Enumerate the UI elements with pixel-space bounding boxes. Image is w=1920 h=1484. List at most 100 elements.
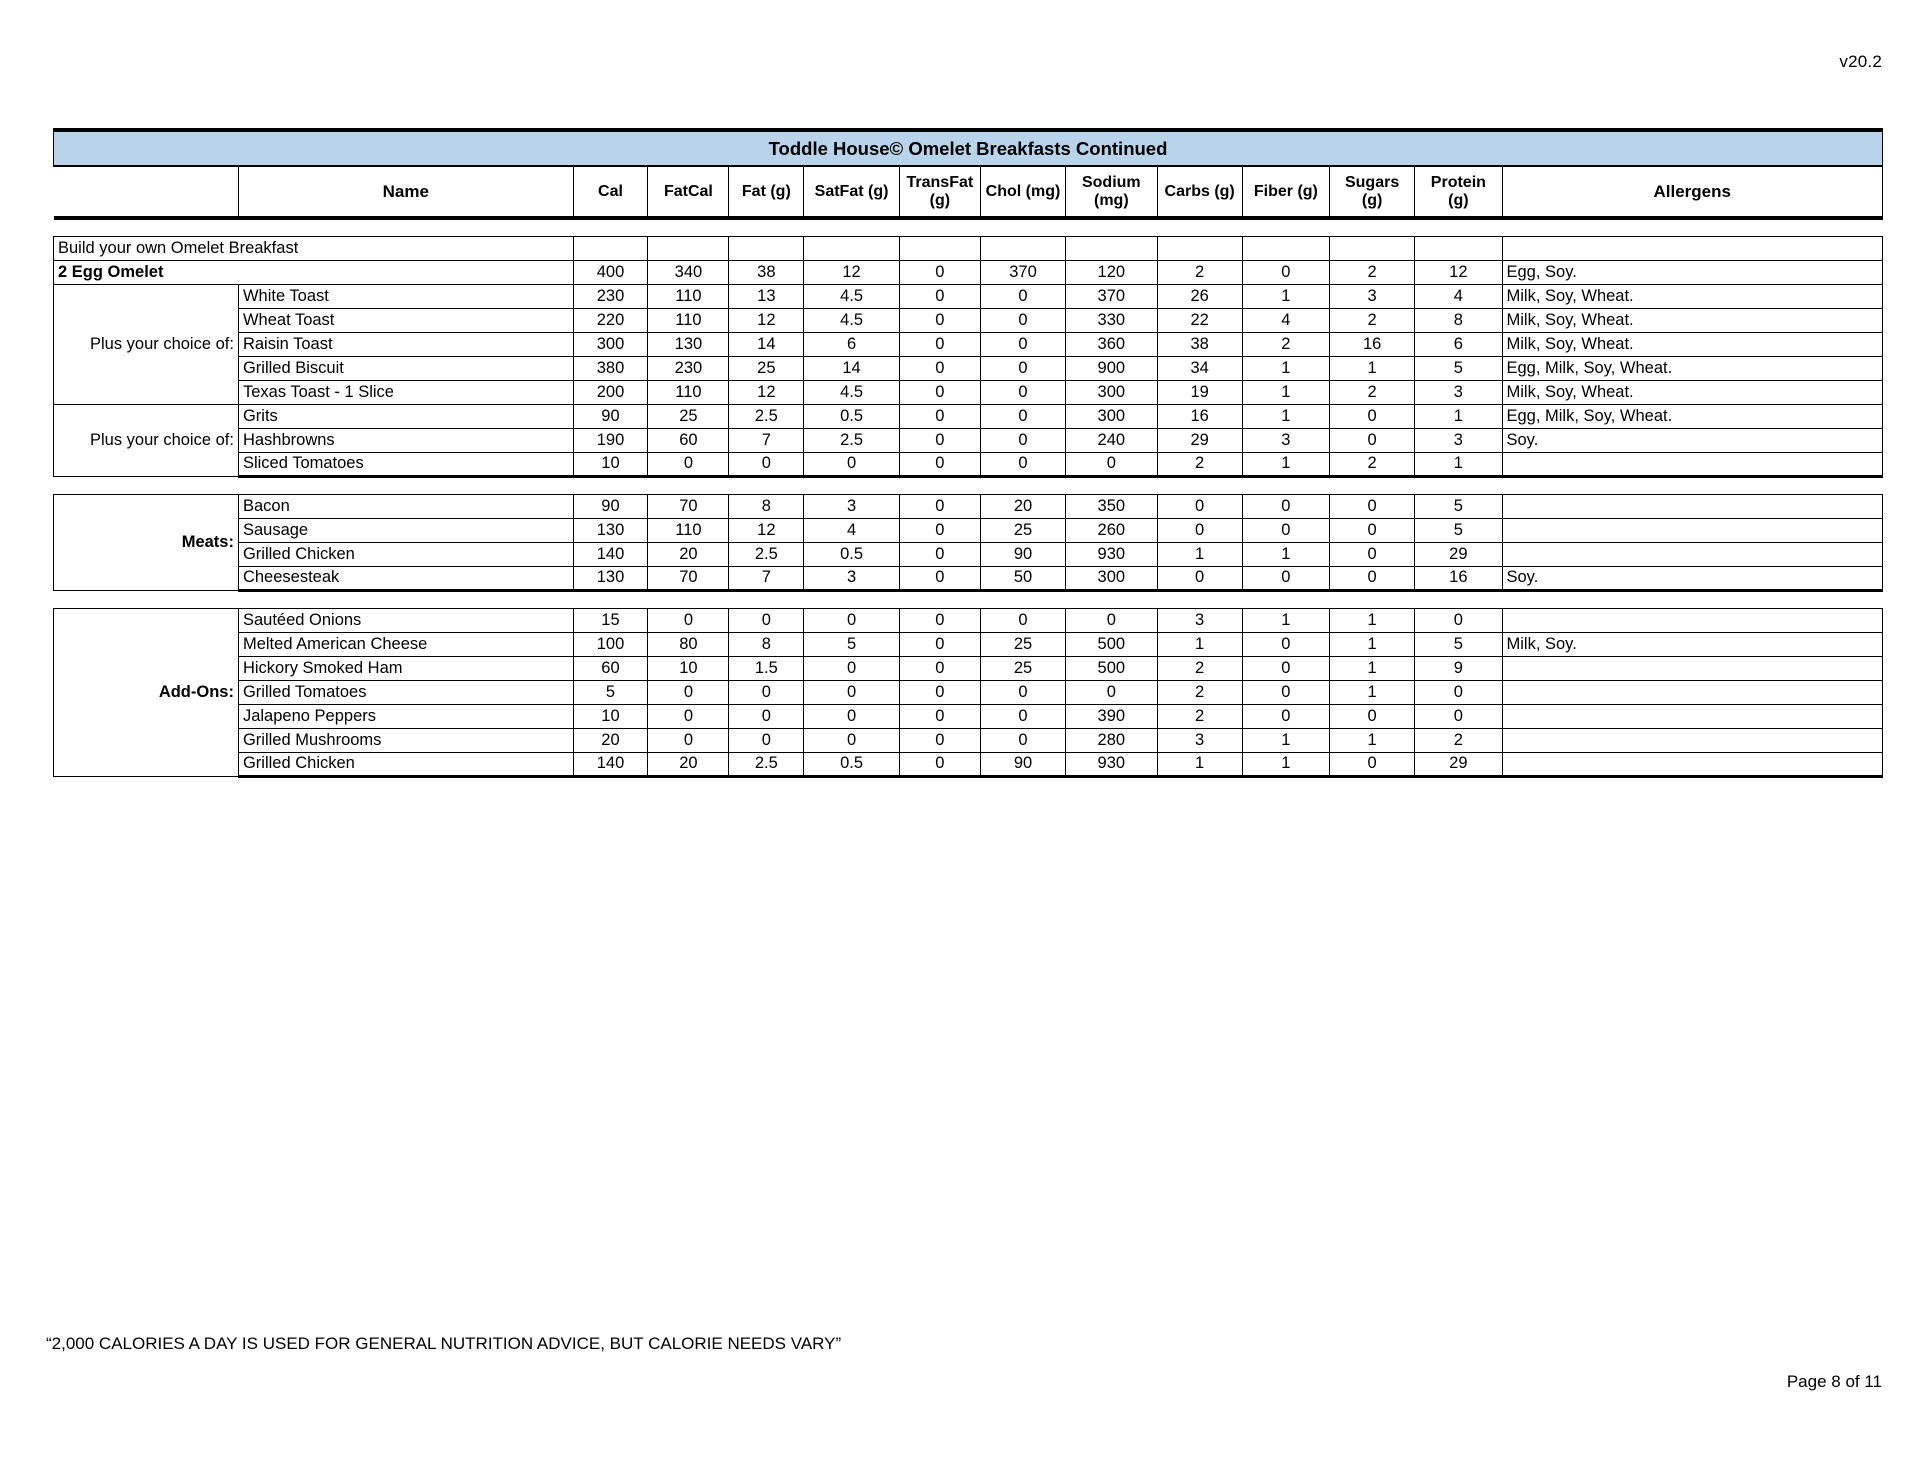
item-name: Hickory Smoked Ham xyxy=(237,655,574,681)
cell-chol: 90 xyxy=(979,541,1067,567)
cell-protein: 0 xyxy=(1414,703,1503,729)
cell-carbs: 3 xyxy=(1156,607,1243,633)
cell-sodium: 930 xyxy=(1065,541,1158,567)
cell-carbs: 3 xyxy=(1156,727,1243,753)
cell-chol: 25 xyxy=(979,517,1067,543)
cell-transfat: 0 xyxy=(898,493,981,519)
cell-carbs: 1 xyxy=(1156,541,1243,567)
cell-allergens xyxy=(1501,607,1883,633)
cell-carbs: 29 xyxy=(1156,427,1243,453)
table-row: Grilled Mushrooms 20 0 0 0 0 0 280 3 1 1 2 xyxy=(54,727,1883,753)
cell-allergens: Milk, Soy, Wheat. xyxy=(1501,331,1883,357)
cell-fat: 2.5 xyxy=(728,403,805,429)
cell-fat: 0 xyxy=(728,679,805,705)
table-row: Sliced Tomatoes 10 0 0 0 0 0 0 2 1 2 1 xyxy=(54,451,1883,478)
cell-sugars: 1 xyxy=(1329,655,1416,681)
cell-sodium: 500 xyxy=(1065,655,1158,681)
item-name: Melted American Cheese xyxy=(237,631,574,657)
column-header-cal: Cal xyxy=(572,166,649,220)
nutrition-table: Toddle House© Omelet Breakfasts Continue… xyxy=(53,128,1883,778)
column-header-protein: Protein (g) xyxy=(1414,166,1503,220)
cell-sodium: 240 xyxy=(1065,427,1158,453)
cell-protein: 3 xyxy=(1414,427,1503,453)
cell-transfat: 0 xyxy=(898,517,981,543)
cell-sugars: 1 xyxy=(1329,631,1416,657)
cell-sodium: 260 xyxy=(1065,517,1158,543)
cell-fiber: 0 xyxy=(1241,259,1331,285)
cell-satfat: 0 xyxy=(803,727,900,753)
cell-satfat: 4 xyxy=(803,517,900,543)
cell-satfat: 0 xyxy=(803,451,900,478)
cell-fatcal: 10 xyxy=(647,655,730,681)
item-name: Grilled Chicken xyxy=(237,751,574,778)
cell-fat: 0 xyxy=(728,451,805,478)
cell-sodium: 0 xyxy=(1065,451,1158,478)
cell-chol: 0 xyxy=(979,607,1067,633)
cell-protein: 2 xyxy=(1414,727,1503,753)
cell-cal: 140 xyxy=(572,751,649,778)
cell-cal: 190 xyxy=(572,427,649,453)
table-row: Jalapeno Peppers 10 0 0 0 0 0 390 2 0 0 0 xyxy=(54,703,1883,729)
cell-fiber: 0 xyxy=(1241,631,1331,657)
cell-carbs: 2 xyxy=(1156,655,1243,681)
cell-sugars: 1 xyxy=(1329,727,1416,753)
cell-fiber: 0 xyxy=(1241,493,1331,519)
cell-satfat: 0.5 xyxy=(803,403,900,429)
cell-chol: 0 xyxy=(979,355,1067,381)
cell-fiber: 1 xyxy=(1241,355,1331,381)
cell-allergens xyxy=(1501,727,1883,753)
cell-allergens xyxy=(1501,493,1883,519)
cell-sodium: 300 xyxy=(1065,379,1158,405)
cell-allergens: Milk, Soy, Wheat. xyxy=(1501,307,1883,333)
table-row: Raisin Toast 300 130 14 6 0 0 360 38 2 16 6 Milk, So… xyxy=(54,331,1883,357)
cell-sugars: 0 xyxy=(1329,517,1416,543)
cell-fatcal: 110 xyxy=(647,517,730,543)
cell-satfat: 2.5 xyxy=(803,427,900,453)
row-spacer xyxy=(53,476,1883,494)
cell-allergens: Egg, Milk, Soy, Wheat. xyxy=(1501,403,1883,429)
cell-carbs: 0 xyxy=(1156,565,1243,592)
row-spacer xyxy=(53,590,1883,608)
cell-fiber: 0 xyxy=(1241,517,1331,543)
cell-fatcal: 0 xyxy=(647,451,730,478)
cell-protein: 1 xyxy=(1414,451,1503,478)
cell-fatcal: 0 xyxy=(647,703,730,729)
section-title-build-your-own: Build your own Omelet Breakfast xyxy=(53,235,574,261)
cell-protein: 9 xyxy=(1414,655,1503,681)
table-row: Hashbrowns 190 60 7 2.5 0 0 240 29 3 0 3 Soy. xyxy=(54,427,1883,453)
table-row: Hickory Smoked Ham 60 10 1.5 0 0 25 500 2 0 1 9 xyxy=(54,655,1883,681)
table-row: Grilled Chicken 140 20 2.5 0.5 0 90 930 1 1 0 29 xyxy=(54,541,1883,567)
cell-protein: 5 xyxy=(1414,631,1503,657)
cell-chol: 0 xyxy=(979,703,1067,729)
cell-carbs: 2 xyxy=(1156,451,1243,478)
cell-fiber: 1 xyxy=(1241,379,1331,405)
cell-sugars: 1 xyxy=(1329,679,1416,705)
cell-fat: 0 xyxy=(728,703,805,729)
cell-fat: 12 xyxy=(728,307,805,333)
cell-cal: 200 xyxy=(572,379,649,405)
table-row: Cheesesteak 130 70 7 3 0 50 300 0 0 0 16 Soy. xyxy=(54,565,1883,592)
cell-fiber: 1 xyxy=(1241,727,1331,753)
cell-transfat: 0 xyxy=(898,679,981,705)
table-title: Toddle House© Omelet Breakfasts Continue… xyxy=(53,128,1883,167)
cell-sugars: 2 xyxy=(1329,259,1416,285)
item-name: Sautéed Onions xyxy=(237,607,574,633)
cell-fatcal: 60 xyxy=(647,427,730,453)
item-name: Jalapeno Peppers xyxy=(237,703,574,729)
cell-allergens xyxy=(1501,655,1883,681)
table-row: Grilled Chicken 140 20 2.5 0.5 0 90 930 1 1 0 29 xyxy=(54,751,1883,778)
cell-fat: 7 xyxy=(728,427,805,453)
group-label-meats: Meats: xyxy=(53,493,239,591)
cell-fat: 7 xyxy=(728,565,805,592)
item-name: Texas Toast - 1 Slice xyxy=(237,379,574,405)
cell-fat: 2.5 xyxy=(728,541,805,567)
cell-protein: 6 xyxy=(1414,331,1503,357)
cell-fiber: 1 xyxy=(1241,751,1331,778)
item-name: 2 Egg Omelet xyxy=(53,259,574,285)
cell-satfat: 5 xyxy=(803,631,900,657)
table-row: 2 Egg Omelet 400 340 38 12 0 370 120 2 0 2 12 Egg, S… xyxy=(53,259,1883,285)
cell-cal: 90 xyxy=(572,403,649,429)
cell-sugars: 16 xyxy=(1329,331,1416,357)
cell-chol: 0 xyxy=(979,451,1067,478)
